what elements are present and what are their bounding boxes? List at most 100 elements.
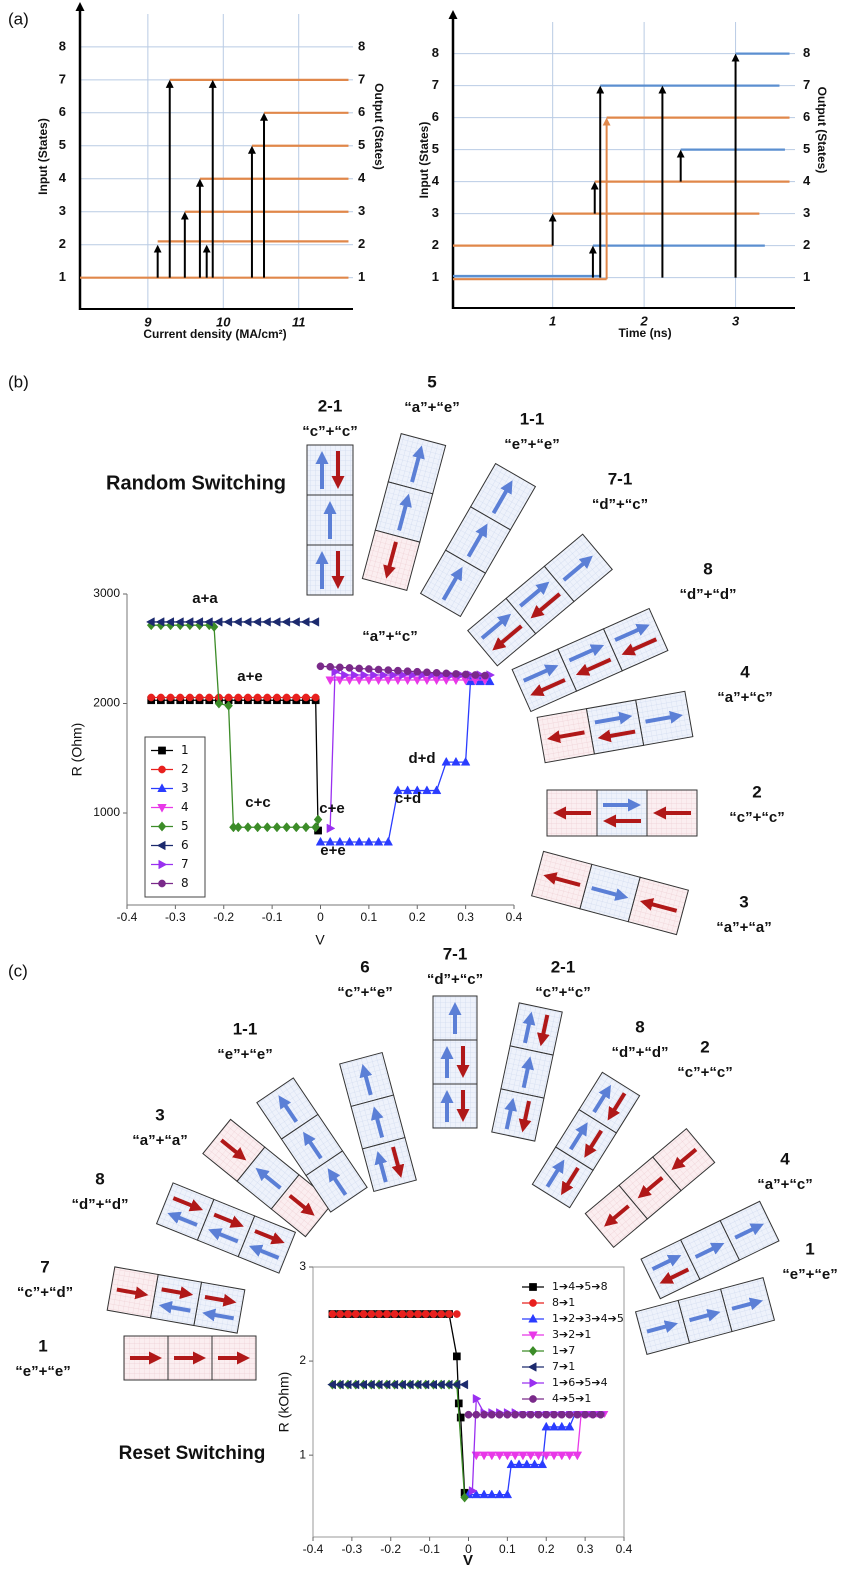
cell-strip [531, 1071, 641, 1209]
x-tick-label: 2 [640, 313, 649, 328]
y-axis-label: R (kOhm) [276, 1372, 292, 1433]
cell-strip [256, 1077, 368, 1213]
point [205, 693, 214, 702]
cell-state: 8 [635, 1017, 644, 1036]
point [510, 1451, 520, 1461]
point [429, 1310, 438, 1318]
legend-marker [158, 765, 166, 774]
cell-arrow [645, 710, 683, 724]
point [471, 671, 480, 679]
point [519, 1410, 527, 1419]
cell-arrow [594, 711, 633, 725]
point [147, 693, 156, 702]
x-tick-label: 0 [317, 910, 324, 924]
point [345, 664, 354, 672]
x-tick-label: 0.2 [409, 910, 426, 924]
point [301, 822, 311, 833]
point [452, 1352, 461, 1361]
point [565, 1410, 574, 1419]
point [325, 676, 335, 686]
point [398, 1310, 407, 1318]
point [549, 1451, 559, 1461]
point [514, 1459, 524, 1469]
point [412, 785, 422, 795]
point [481, 671, 489, 680]
point [313, 814, 323, 825]
point [541, 1451, 551, 1461]
point [522, 1459, 532, 1469]
point [282, 822, 291, 833]
point [176, 693, 185, 702]
point [233, 822, 243, 833]
point [335, 836, 345, 846]
point [534, 1410, 543, 1419]
point [186, 693, 194, 702]
cell-arrow [255, 1167, 282, 1190]
cell-state: 6 [360, 957, 369, 976]
point [495, 1410, 504, 1419]
y-tick-label: 8 [59, 38, 66, 53]
point [384, 666, 393, 674]
cell-state: 2 [752, 782, 761, 801]
cell [193, 1281, 246, 1334]
point [399, 670, 408, 680]
cell [432, 1039, 478, 1085]
cell-arrow [637, 1176, 664, 1199]
cell-combo: “a”+“a” [132, 1132, 187, 1149]
cell-state: 8 [95, 1169, 104, 1188]
annotation: a+a [192, 590, 218, 607]
point [272, 822, 282, 833]
y-tick-label: 3 [59, 203, 66, 218]
cell-arrow [614, 623, 650, 642]
point [485, 676, 495, 686]
legend-marker [157, 783, 167, 792]
cell-combo: “c”+“c” [729, 809, 784, 826]
cell-arrow [530, 678, 566, 697]
cell-arrow [172, 1196, 204, 1212]
annotation: e+e [320, 842, 345, 859]
x-tick-label: -0.3 [342, 1542, 363, 1556]
legend-label: 4➔5➔1 [552, 1392, 591, 1405]
point [325, 836, 335, 846]
point [223, 617, 233, 627]
point [550, 1410, 558, 1419]
point [374, 665, 383, 674]
point [460, 756, 471, 766]
cell-combo: “a”+“c” [757, 1176, 812, 1193]
cell-combo: “e”+“e” [15, 1363, 70, 1380]
point [292, 693, 301, 702]
point [431, 785, 442, 795]
point [445, 1310, 453, 1318]
point [526, 1410, 535, 1419]
cell-arrow [639, 898, 678, 913]
point [224, 700, 233, 711]
cell-strip [361, 432, 447, 592]
x-tick-label: -0.2 [213, 910, 234, 924]
point [375, 1310, 383, 1318]
cell-strip [511, 607, 669, 713]
cell-arrow [208, 1228, 239, 1244]
point [572, 1451, 583, 1461]
point [464, 1410, 473, 1419]
x-tick-label: -0.3 [165, 910, 186, 924]
legend: 1 2 3 4 5 6 7 8 [144, 736, 206, 898]
legend-marker [158, 746, 166, 755]
cell-arrow [491, 480, 513, 515]
cell-state: 2 [700, 1037, 709, 1056]
point [557, 1421, 567, 1431]
cell [149, 1273, 203, 1327]
x-tick-label: 0.1 [361, 910, 378, 924]
point [224, 693, 233, 702]
cell [531, 1146, 594, 1209]
point [442, 669, 451, 678]
point [408, 670, 418, 680]
cell-arrow [521, 1056, 534, 1089]
x-axis-label: V [315, 932, 325, 948]
cell-arrow [545, 1159, 565, 1188]
point [291, 617, 300, 627]
point [502, 1489, 513, 1499]
cell-combo: “d”+“d” [679, 586, 736, 603]
cell-strip [546, 789, 698, 837]
cell-arrow [359, 1064, 373, 1096]
cell-strip [634, 1277, 776, 1355]
